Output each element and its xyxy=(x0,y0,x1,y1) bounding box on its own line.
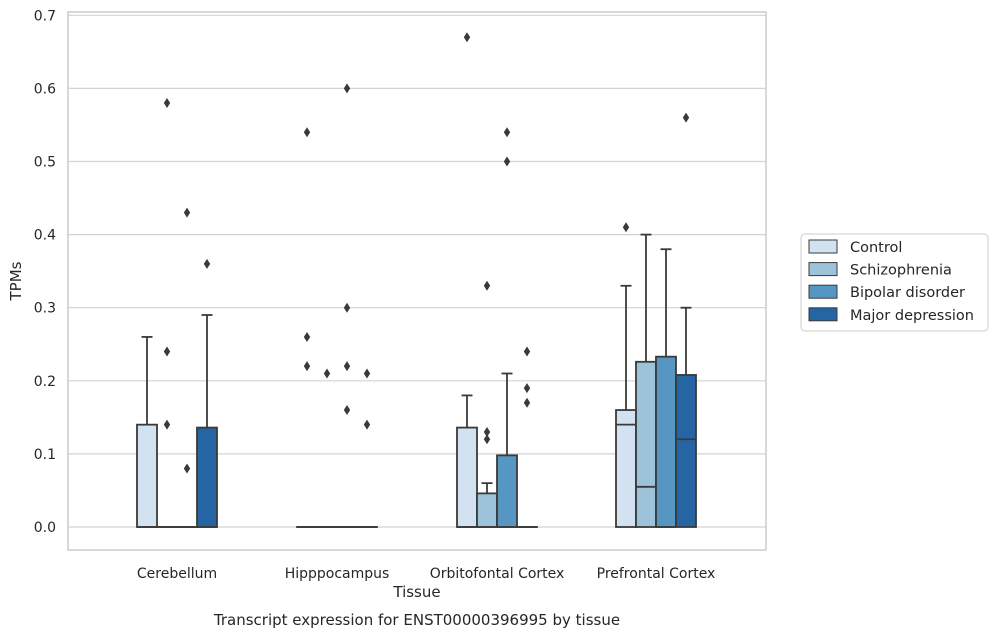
y-tick-label: 0.6 xyxy=(34,81,56,97)
x-tick-label: Orbitofontal Cortex xyxy=(430,566,565,582)
y-tick-label: 0.7 xyxy=(34,8,56,24)
legend-label: Schizophrenia xyxy=(850,263,952,279)
outlier xyxy=(203,258,211,269)
outlier xyxy=(183,207,191,218)
legend-frame xyxy=(800,233,989,332)
box xyxy=(136,423,158,528)
outlier xyxy=(163,98,171,109)
outlier xyxy=(163,346,171,357)
outlier xyxy=(343,302,351,313)
outlier xyxy=(622,222,630,233)
x-tick-label: Hipppocampus xyxy=(285,566,390,582)
box-group xyxy=(456,32,538,528)
outlier xyxy=(682,112,690,123)
y-tick-label: 0.5 xyxy=(34,155,56,171)
y-tick-label: 0.3 xyxy=(34,301,56,317)
outlier xyxy=(323,368,331,379)
plot-frame xyxy=(67,11,767,551)
outlier xyxy=(483,426,491,437)
box xyxy=(655,355,677,528)
outlier xyxy=(483,280,491,291)
box-group xyxy=(615,112,697,528)
outlier xyxy=(303,127,311,138)
outlier xyxy=(463,32,471,43)
outlier xyxy=(523,397,531,408)
x-tick-labels: Cerebellum Hipppocampus Orbitofontal Corte… xyxy=(137,566,715,582)
outlier xyxy=(343,83,351,94)
y-tick-label: 0.1 xyxy=(34,447,56,463)
box xyxy=(196,426,218,528)
legend-label: Major depression xyxy=(850,308,974,324)
y-tick-label: 0.0 xyxy=(34,520,56,536)
legend-label: Control xyxy=(850,240,902,256)
outlier xyxy=(363,368,371,379)
outlier xyxy=(363,419,371,430)
box-groups xyxy=(136,32,697,528)
x-tick-label: Cerebellum xyxy=(137,566,217,582)
box xyxy=(476,492,498,528)
legend: Control Schizophrenia Bipolar disorder Majo… xyxy=(800,233,989,332)
outlier xyxy=(343,361,351,372)
legend-swatch xyxy=(808,307,838,322)
outlier xyxy=(163,419,171,430)
box-group xyxy=(296,83,378,528)
x-tick-label: Prefrontal Cortex xyxy=(597,566,716,582)
box xyxy=(615,409,637,528)
outlier xyxy=(503,127,511,138)
outlier xyxy=(523,346,531,357)
chart-caption: Transcript expression for ENST0000039699… xyxy=(213,611,620,629)
y-axis-title: TPMs xyxy=(7,261,25,301)
legend-swatch xyxy=(808,284,838,299)
box xyxy=(456,426,478,528)
outlier xyxy=(523,383,531,394)
box xyxy=(496,454,518,528)
outlier xyxy=(343,405,351,416)
outlier xyxy=(303,331,311,342)
legend-swatch xyxy=(808,262,838,277)
outlier xyxy=(483,434,491,445)
box xyxy=(675,374,697,528)
y-tick-labels: 0.0 0.1 0.2 0.3 0.4 0.5 0.6 0.7 xyxy=(34,8,56,536)
y-tick-label: 0.2 xyxy=(34,374,56,390)
box-group xyxy=(136,98,218,528)
outlier xyxy=(183,463,191,474)
legend-swatch xyxy=(808,239,838,254)
x-axis-title: Tissue xyxy=(392,583,440,601)
y-tick-label: 0.4 xyxy=(34,228,56,244)
box xyxy=(635,360,657,528)
outlier xyxy=(303,361,311,372)
legend-label: Bipolar disorder xyxy=(850,285,965,301)
outlier xyxy=(503,156,511,167)
